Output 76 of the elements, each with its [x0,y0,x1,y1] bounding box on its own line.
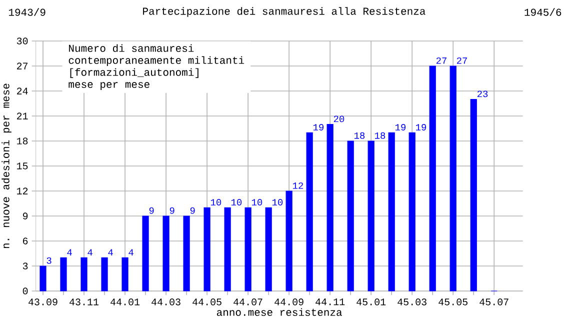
text: 1943/9 [8,8,46,16]
data-label: 18 [354,132,365,139]
y-tick-label: 6 [23,238,28,244]
x-tick-label: 45.07 [480,298,508,306]
bar [265,207,272,292]
data-label: 19 [395,124,406,130]
chart-title: Partecipazione dei sanmauresi alla Resistenza [143,7,426,17]
data-label: 4 [88,249,92,256]
bar [162,216,170,292]
bar [347,140,354,292]
data-label: 4 [128,249,134,256]
x-axis-title: anno.mese resistenza [216,308,342,316]
bar [388,132,395,292]
bar [450,66,456,292]
x-tick-label: 44.11 [316,298,345,306]
y-tick-label: 12 [17,188,28,194]
x-tick-label: 44.01 [110,298,140,306]
data-label: 19 [313,124,324,130]
y-tick-label: 24 [16,88,28,94]
bar [183,216,190,292]
y-tick-label: 18 [17,138,28,144]
data-label: 12 [292,182,303,189]
bar [470,99,477,292]
data-label: 9 [149,207,154,214]
y-tick-label: 3 [22,262,28,270]
data-label: 20 [334,116,344,122]
data-label: 3 [46,257,52,264]
data-label: 10 [272,199,283,206]
bar [40,266,46,292]
bar [142,216,149,292]
data-label: 4 [108,249,113,256]
annotation: [formazioni_autonomi] [70,68,198,78]
annotation: contemporaneamente militanti [68,56,244,66]
data-label: 10 [210,199,222,206]
x-tick-label: 45.03 [398,298,426,306]
data-label: 27 [456,57,467,64]
x-tick-label: 45.05 [438,298,468,306]
x-tick-label: 45.01 [356,298,386,306]
bar [101,257,108,292]
bar [408,132,416,292]
data-label: 9 [190,207,195,214]
y-axis-title: n. nuove adesioni per mese [2,84,12,248]
annotation: Numero di sanmauresi [69,44,194,52]
bar [429,66,436,292]
x-tick-label: 44.05 [192,298,222,306]
bar [224,207,231,292]
data-label: 4 [67,249,72,256]
bar [244,207,252,292]
bar [60,257,67,292]
bar [122,257,128,292]
text: 1945/6 [524,8,562,16]
data-label: 10 [252,199,262,206]
y-tick-label: 30 [16,38,28,44]
x-tick-label: 43.09 [28,298,58,306]
bar [204,207,210,292]
x-tick-label: 44.03 [152,298,180,306]
x-tick-label: 44.07 [234,298,262,306]
y-tick-label: 27 [16,62,28,70]
y-tick-label: 15 [17,162,28,170]
bar [286,190,292,292]
data-label: 27 [436,57,446,64]
bar [368,140,374,292]
bar [80,257,88,292]
bar [326,124,334,292]
data-label: 19 [416,124,426,130]
annotation: mese per mese [68,82,150,90]
y-tick-label: 9 [22,212,28,220]
data-label: 9 [170,207,174,214]
data-label: 18 [374,132,386,139]
bar [306,132,313,292]
data-label: 10 [231,199,242,206]
x-tick-label: 44.09 [274,298,304,306]
y-tick-label: 0 [22,288,28,294]
x-tick-label: 43.11 [70,298,99,306]
y-tick-label: 21 [16,112,28,120]
data-label: 23 [477,90,488,98]
